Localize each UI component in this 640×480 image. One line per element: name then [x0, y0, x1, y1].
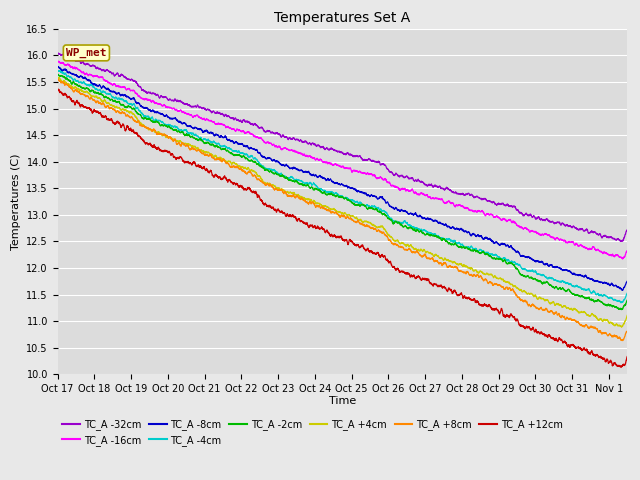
Text: WP_met: WP_met: [66, 48, 107, 58]
Legend: TC_A -32cm, TC_A -16cm, TC_A -8cm, TC_A -4cm, TC_A -2cm, TC_A +4cm, TC_A +8cm, T: TC_A -32cm, TC_A -16cm, TC_A -8cm, TC_A …: [63, 419, 563, 445]
Title: Temperatures Set A: Temperatures Set A: [275, 11, 410, 25]
X-axis label: Time: Time: [329, 396, 356, 406]
Y-axis label: Temperatures (C): Temperatures (C): [11, 153, 20, 250]
